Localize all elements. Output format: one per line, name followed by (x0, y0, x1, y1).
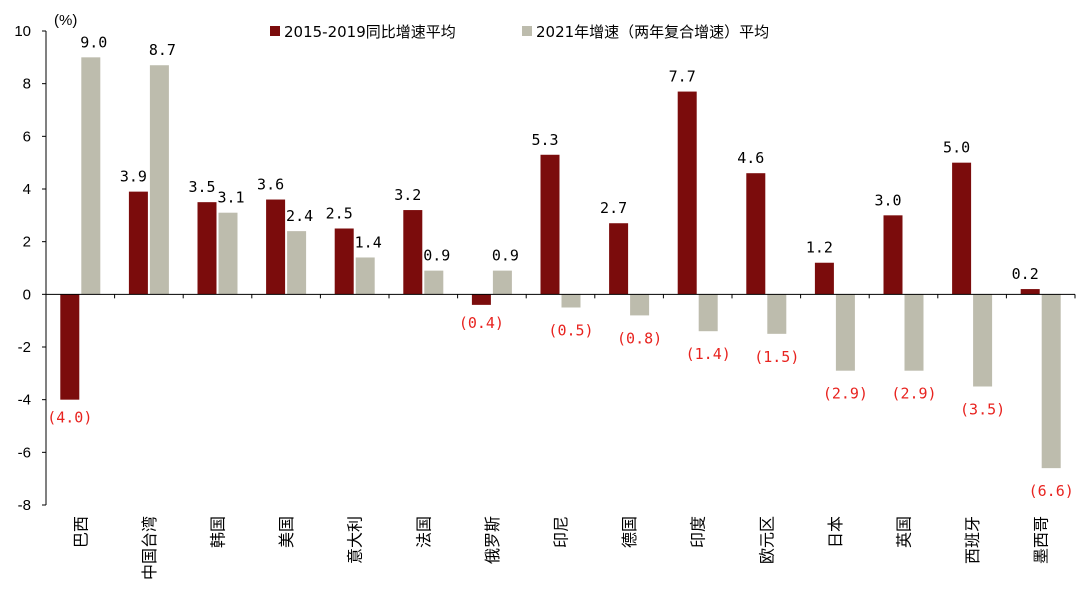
bar-series-1-6 (471, 294, 491, 305)
y-tick-label: 2 (23, 234, 31, 251)
data-label-series-1-10: 4.6 (737, 149, 764, 167)
data-label-series-2-7: (0.5) (548, 322, 593, 340)
data-label-series-1-9: 7.7 (669, 68, 696, 86)
bar-series-1-2 (197, 202, 217, 295)
data-label-series-2-1: 8.7 (149, 41, 176, 59)
bar-series-2-9 (698, 294, 718, 332)
bar-series-2-12 (904, 294, 924, 371)
data-labels: (4.0) 9.0 3.9 8.7 3.53.1 3.62.4 2.51.4 3.2 0.9 (0… (47, 33, 1074, 500)
bar-series-1-0 (60, 294, 80, 400)
data-label-series-2-0: 9.0 (80, 33, 107, 51)
data-label-series-1-11: 1.2 (806, 239, 833, 257)
bar-series-1-10 (746, 173, 766, 295)
data-label-series-1-3: 3.6 (257, 176, 284, 194)
bar-series-1-7 (540, 154, 560, 295)
category-label: 法国 (414, 516, 433, 548)
bar-series-2-3 (287, 231, 307, 295)
data-label-series-1-7: 5.3 (531, 131, 558, 149)
data-label-series-2-6: 0.9 (492, 247, 519, 265)
y-unit-label: (%) (54, 12, 77, 29)
y-tick-label: 6 (23, 128, 31, 145)
data-label-series-2-3: 2.4 (286, 207, 313, 225)
y-tick-label: 10 (14, 23, 31, 40)
bar-series-2-7 (561, 294, 581, 308)
bar-series-2-5 (424, 270, 444, 295)
bar-series-2-11 (835, 294, 855, 371)
bar-series-1-8 (609, 223, 629, 295)
y-tick-label: 0 (23, 286, 31, 303)
y-tick-label: 8 (23, 76, 31, 93)
bar-series-2-13 (973, 294, 993, 387)
y-tick-label: -8 (18, 497, 31, 514)
category-label: 美国 (277, 516, 296, 548)
legend-label-series-2: 2021年增速（两年复合增速）平均 (536, 23, 769, 41)
y-tick-label: 4 (23, 181, 31, 198)
category-label: 英国 (895, 516, 914, 548)
y-tick-label: -6 (18, 444, 31, 461)
data-label-series-2-5: 0.9 (423, 247, 450, 265)
legend-swatch-series-1 (270, 26, 280, 36)
category-label: 印尼 (552, 516, 571, 548)
bar-series-1-1 (128, 191, 148, 295)
data-label-series-1-1: 3.9 (120, 168, 147, 186)
data-label-series-2-9: (1.4) (686, 345, 731, 363)
data-label-series-2-12: (2.9) (891, 385, 936, 403)
bar-series-1-12 (883, 215, 903, 295)
data-label-series-2-4: 1.4 (355, 233, 382, 251)
bar-series-1-3 (266, 199, 286, 295)
legend-swatch-series-2 (522, 26, 532, 36)
y-tick-label: -2 (18, 339, 31, 356)
bar-series-2-1 (149, 65, 169, 295)
category-label: 印度 (689, 516, 708, 548)
category-label: 意大利 (346, 516, 365, 564)
data-label-series-1-0: (4.0) (47, 409, 92, 427)
bar-series-1-9 (677, 91, 697, 295)
category-labels: 巴西 中国台湾 韩国 美国 意大利 法国 俄罗斯 印尼 德国 印度 欧元区 日本 英国 西班牙 墨西哥 (71, 294, 1076, 580)
category-label: 俄罗斯 (483, 516, 502, 564)
bar-series-1-5 (403, 210, 423, 295)
data-label-series-1-4: 2.5 (326, 205, 353, 223)
category-label: 德国 (620, 516, 639, 548)
data-label-series-1-6: (0.4) (459, 314, 504, 332)
data-label-series-2-14: (6.6) (1029, 482, 1074, 500)
data-label-series-1-5: 3.2 (394, 186, 421, 204)
category-label: 墨西哥 (1032, 516, 1051, 564)
bar-series-2-14 (1041, 294, 1061, 469)
data-label-series-2-11: (2.9) (823, 385, 868, 403)
category-label: 日本 (826, 516, 845, 548)
bars (60, 57, 1061, 469)
category-label: 中国台湾 (140, 516, 159, 580)
y-tick-label: -4 (18, 392, 31, 409)
bar-series-2-2 (218, 212, 238, 295)
category-label: 韩国 (209, 516, 228, 548)
category-label: 西班牙 (963, 516, 982, 564)
legend: 2015-2019同比增速平均 2021年增速（两年复合增速）平均 (270, 23, 769, 41)
y-axis: 10 8 6 4 2 0 -2 -4 -6 -8 (%) (14, 12, 77, 514)
data-label-series-2-13: (3.5) (960, 401, 1005, 419)
bar-series-2-0 (81, 57, 101, 295)
data-label-series-2-8: (0.8) (617, 329, 662, 347)
data-label-series-1-12: 3.0 (874, 191, 901, 209)
data-label-series-1-2: 3.5 (188, 178, 215, 196)
data-label-series-2-10: (1.5) (754, 348, 799, 366)
category-label: 欧元区 (757, 516, 776, 564)
category-label: 巴西 (71, 516, 90, 548)
bar-series-2-4 (355, 257, 375, 295)
legend-label-series-1: 2015-2019同比增速平均 (284, 23, 456, 41)
data-label-series-1-14: 0.2 (1012, 265, 1039, 283)
bar-series-2-6 (492, 270, 512, 295)
data-label-series-2-2: 3.1 (217, 189, 244, 207)
bar-series-1-11 (814, 262, 834, 295)
bar-series-1-4 (334, 228, 354, 295)
data-label-series-1-13: 5.0 (943, 139, 970, 157)
bar-series-1-13 (952, 162, 972, 295)
bar-series-2-10 (767, 294, 787, 334)
data-label-series-1-8: 2.7 (600, 199, 627, 217)
bar-series-2-8 (630, 294, 650, 316)
bar-series-1-14 (1020, 289, 1040, 295)
